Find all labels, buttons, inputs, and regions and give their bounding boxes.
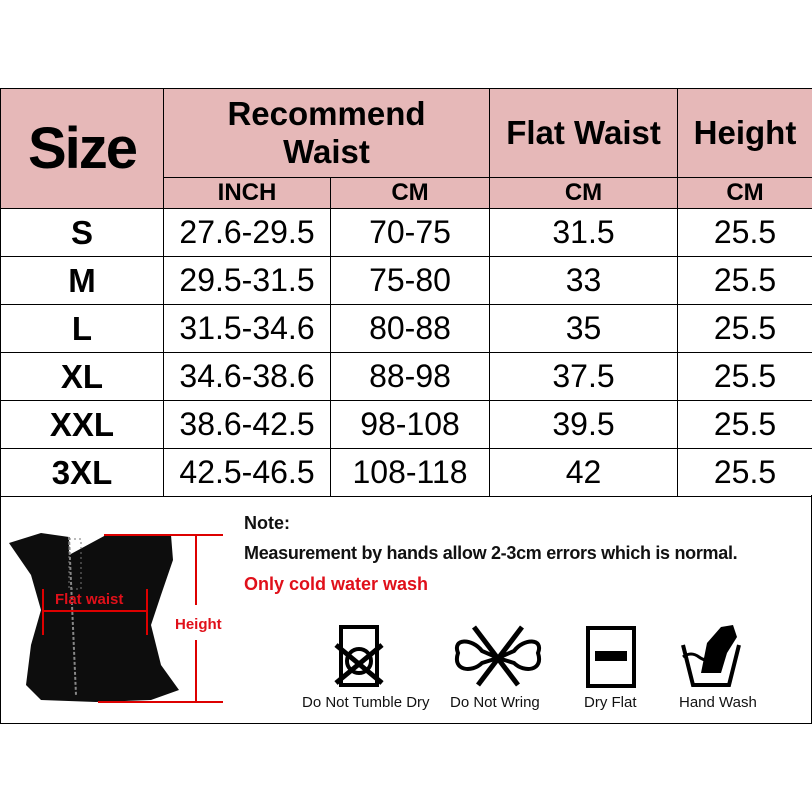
table-row: S 27.6-29.5 70-75 31.5 25.5 bbox=[0, 208, 812, 257]
flat-waist-cell: 39.5 bbox=[489, 400, 679, 449]
inch-cell: 29.5-31.5 bbox=[163, 256, 331, 305]
no-wring-icon bbox=[454, 625, 542, 687]
care-label: Dry Flat bbox=[584, 694, 637, 711]
waist-trainer-image bbox=[9, 533, 223, 703]
height-cell: 25.5 bbox=[677, 400, 812, 449]
inch-cell: 42.5-46.5 bbox=[163, 448, 331, 497]
height-header: Height bbox=[677, 88, 812, 178]
size-header: Size bbox=[0, 88, 164, 209]
notes-section: Flat waist Height Note: Measurement by h… bbox=[0, 495, 812, 724]
height-cell: 25.5 bbox=[677, 304, 812, 353]
flat-cm-subheader: CM bbox=[489, 177, 679, 209]
cm-cell: 70-75 bbox=[329, 208, 491, 257]
size-cell: S bbox=[0, 208, 164, 257]
table-row: XXL 38.6-42.5 98-108 39.5 25.5 bbox=[0, 400, 812, 449]
flat-waist-cell: 35 bbox=[489, 304, 679, 353]
cm-cell: 88-98 bbox=[329, 352, 491, 401]
height-cell: 25.5 bbox=[677, 352, 812, 401]
size-cell: 3XL bbox=[0, 448, 164, 497]
care-label: Do Not Tumble Dry bbox=[302, 694, 430, 711]
note-title: Note: bbox=[244, 513, 290, 533]
table-row: M 29.5-31.5 75-80 33 25.5 bbox=[0, 256, 812, 305]
inch-cell: 31.5-34.6 bbox=[163, 304, 331, 353]
cm-cell: 75-80 bbox=[329, 256, 491, 305]
size-cell: XL bbox=[0, 352, 164, 401]
care-label: Do Not Wring bbox=[450, 694, 540, 711]
no-tumble-dry-icon bbox=[334, 625, 384, 687]
wash-note: Only cold water wash bbox=[244, 574, 429, 594]
height-cm-subheader: CM bbox=[677, 177, 812, 209]
flat-waist-cell: 37.5 bbox=[489, 352, 679, 401]
size-cell: XXL bbox=[0, 400, 164, 449]
height-cell: 25.5 bbox=[677, 256, 812, 305]
inch-cell: 27.6-29.5 bbox=[163, 208, 331, 257]
inch-subheader: INCH bbox=[163, 177, 331, 209]
table-row: 3XL 42.5-46.5 108-118 42 25.5 bbox=[0, 448, 812, 497]
height-cell: 25.5 bbox=[677, 448, 812, 497]
measurement-note: Measurement by hands allow 2-3cm errors … bbox=[244, 543, 738, 563]
cm-cell: 80-88 bbox=[329, 304, 491, 353]
height-cell: 25.5 bbox=[677, 208, 812, 257]
flat-waist-cell: 33 bbox=[489, 256, 679, 305]
cm-cell: 98-108 bbox=[329, 400, 491, 449]
flat-waist-cell: 31.5 bbox=[489, 208, 679, 257]
hand-wash-icon bbox=[681, 625, 741, 687]
height-label: Height bbox=[175, 616, 222, 633]
flat-waist-cell: 42 bbox=[489, 448, 679, 497]
recommend-waist-header: Recommend Waist bbox=[162, 88, 491, 178]
size-chart-table: Size Recommend Waist Flat Waist Height I… bbox=[0, 88, 812, 497]
dry-flat-icon bbox=[586, 626, 636, 688]
size-cell: M bbox=[0, 256, 164, 305]
inch-cell: 34.6-38.6 bbox=[163, 352, 331, 401]
cm-cell: 108-118 bbox=[329, 448, 491, 497]
table-row: L 31.5-34.6 80-88 35 25.5 bbox=[0, 304, 812, 353]
inch-cell: 38.6-42.5 bbox=[163, 400, 331, 449]
flat-waist-header: Flat Waist bbox=[489, 88, 679, 178]
flat-waist-label: Flat waist bbox=[55, 591, 124, 608]
care-label: Hand Wash bbox=[679, 694, 757, 711]
cm-subheader: CM bbox=[329, 177, 491, 209]
table-row: XL 34.6-38.6 88-98 37.5 25.5 bbox=[0, 352, 812, 401]
size-cell: L bbox=[0, 304, 164, 353]
